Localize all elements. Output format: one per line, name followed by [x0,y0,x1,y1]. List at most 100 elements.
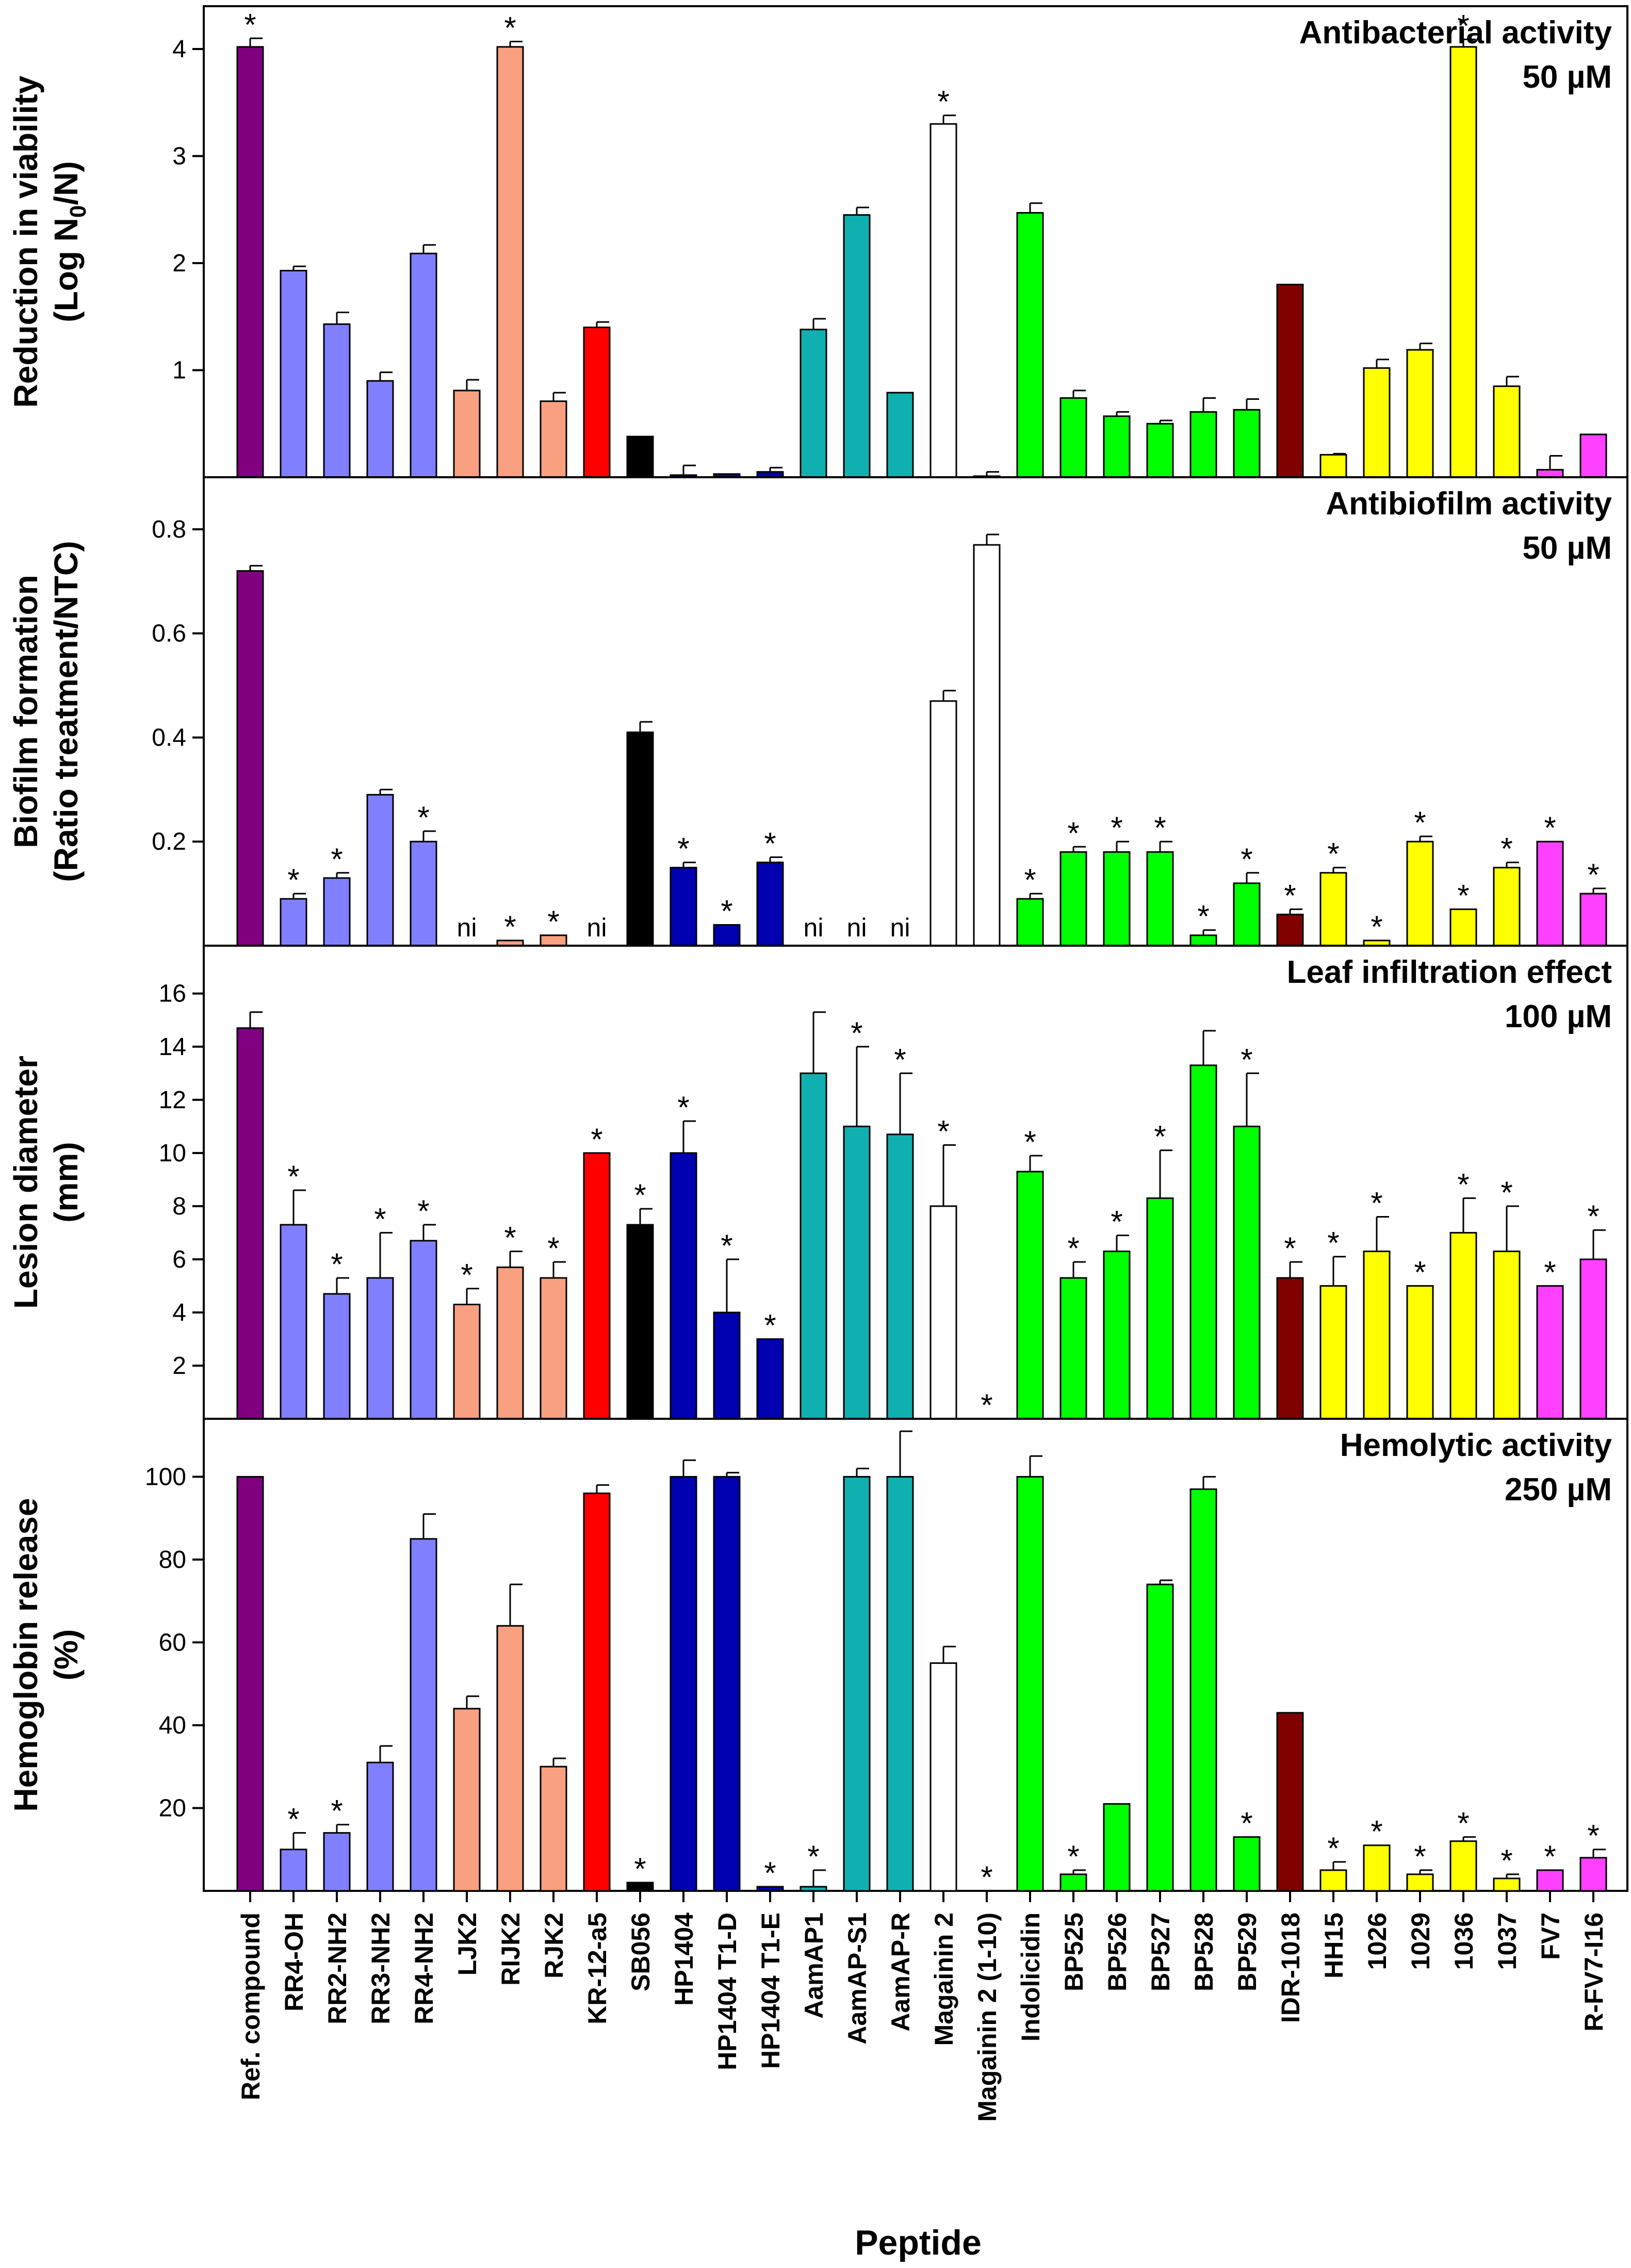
x-axis-title: Peptide [855,2223,982,2262]
bar-1036 [1449,1840,1477,1892]
bar-AamAP-S1 [843,1125,871,1420]
bar-Ref. compound [236,570,264,947]
bar-RJK2 [540,1765,567,1892]
bar-BP528 [1189,1488,1217,1892]
significance-marker: * [1414,1839,1426,1874]
significance-marker: * [1154,811,1166,845]
y-tick-label: 4 [172,1299,186,1326]
significance-marker: * [1500,1175,1512,1210]
significance-marker: * [677,1090,689,1125]
bar-LJK2 [453,1303,481,1420]
y-tick-label: 12 [159,1087,186,1114]
bar-RR4-OH [280,898,307,947]
bar-SB056 [626,731,654,947]
significance-marker: * [1414,1255,1426,1289]
significance-marker: * [1457,8,1469,43]
bar-Ref. compound [236,1476,264,1892]
x-tick-label-BP527: BP527 [1146,1913,1175,1991]
significance-marker: * [807,1839,819,1874]
bar-RR4-NH2 [410,252,437,478]
y-tick-label: 60 [159,1629,186,1656]
y-tick-label: 2 [172,250,186,277]
bar-1037 [1493,1877,1521,1892]
bar-HP1404 T1-D [713,924,741,947]
x-tick-label-1037: 1037 [1493,1913,1522,1970]
bar-RR4-NH2 [410,1240,437,1420]
bar-LJK2 [453,390,481,478]
x-tick-label-RR3-NH2: RR3-NH2 [366,1913,395,2024]
bar-BP525 [1059,397,1087,478]
significance-marker: * [1111,1205,1122,1239]
bar-1029 [1406,349,1434,478]
x-tick-label-RR4-NH2: RR4-NH2 [410,1913,438,2024]
bar-HP1404 [670,1152,697,1420]
x-tick-label-R-FV7-I16: R-FV7-I16 [1579,1913,1608,2032]
significance-marker: * [1024,863,1036,897]
significance-marker: * [981,1388,992,1422]
significance-marker: * [504,10,516,45]
panel-4: 20 40 60 80 100 Hemoglobin release (%) Hemolyti… [7,1418,1628,1894]
bar-SB056 [626,1224,654,1420]
x-tick-label-RJK2: RJK2 [540,1913,568,1979]
bar-BP525 [1059,1277,1087,1420]
x-tick-label-AamAP-R: AamAP-R [886,1913,915,2032]
panel-subtitle: 250 µM [1505,1472,1612,1508]
x-tick-label-1026: 1026 [1363,1913,1392,1970]
bar-RR4-NH2 [410,840,437,947]
bar-R-FV7-I16 [1579,1258,1607,1420]
bar-HP1404 [670,1476,697,1892]
x-tick-label-IDR-1018: IDR-1018 [1276,1913,1305,2023]
bar-RR4-OH [280,270,307,478]
y-tick-label: 10 [159,1140,186,1167]
significance-marker: * [1544,1255,1556,1289]
significance-marker: * [461,1258,472,1292]
bar-1026 [1363,367,1391,478]
x-tick-label-HP1404: HP1404 [670,1913,698,2006]
significance-marker: * [591,1122,602,1157]
bar-BP526 [1103,415,1131,478]
y-tick-label: 1 [172,357,186,384]
bar-HH15 [1319,872,1347,947]
y-tick-label: 6 [172,1246,186,1273]
significance-marker: * [764,826,776,861]
significance-marker: * [1067,1839,1079,1874]
panel-title: Hemolytic activity [1340,1428,1612,1463]
significance-marker: * [1024,1125,1036,1159]
bar-LJK2 [453,1708,481,1892]
bar-BP528 [1189,1064,1217,1420]
significance-marker: * [1241,1042,1252,1077]
bar-IDR-1018 [1276,284,1304,478]
bar-HH15 [1319,453,1347,478]
significance-marker: * [1371,1815,1382,1849]
panel-frame [203,1418,1628,1892]
x-tick-label-Magainin 2: Magainin 2 [929,1913,958,2046]
bar-BP529 [1233,409,1261,478]
y-tick-label: 0.6 [152,620,186,647]
bar-1036 [1449,46,1477,478]
bar-Magainin 2 [929,700,957,947]
bar-Magainin 2 [929,123,957,478]
panel-subtitle: 100 µM [1505,999,1612,1034]
x-tick-label-1036: 1036 [1449,1913,1478,1970]
significance-marker: * [1241,842,1252,877]
x-tick-label-RIJK2: RIJK2 [496,1913,525,1986]
significance-marker: * [1371,1186,1382,1220]
bar-IDR-1018 [1276,1277,1304,1420]
bar-1037 [1493,867,1521,947]
bar-BP527 [1146,423,1174,478]
significance-marker: * [374,1202,386,1236]
bar-HP1404 T1-E [756,1338,784,1420]
bar-1036 [1449,1232,1477,1420]
bar-AamAP-R [886,1476,914,1892]
significance-marker: * [1457,1167,1469,1202]
significance-marker: * [894,1042,906,1077]
bar-AamAP1 [800,1072,827,1420]
significance-marker: * [677,832,689,866]
y-tick-label: 0.4 [152,724,186,751]
bar-RR3-NH2 [366,1277,394,1420]
x-tick-label-RR4-OH: RR4-OH [280,1913,308,2012]
bar-Indolicidin [1016,1171,1044,1420]
bar-1037 [1493,385,1521,478]
bar-RR2-NH2 [323,877,351,947]
bar-RR2-NH2 [323,323,351,478]
